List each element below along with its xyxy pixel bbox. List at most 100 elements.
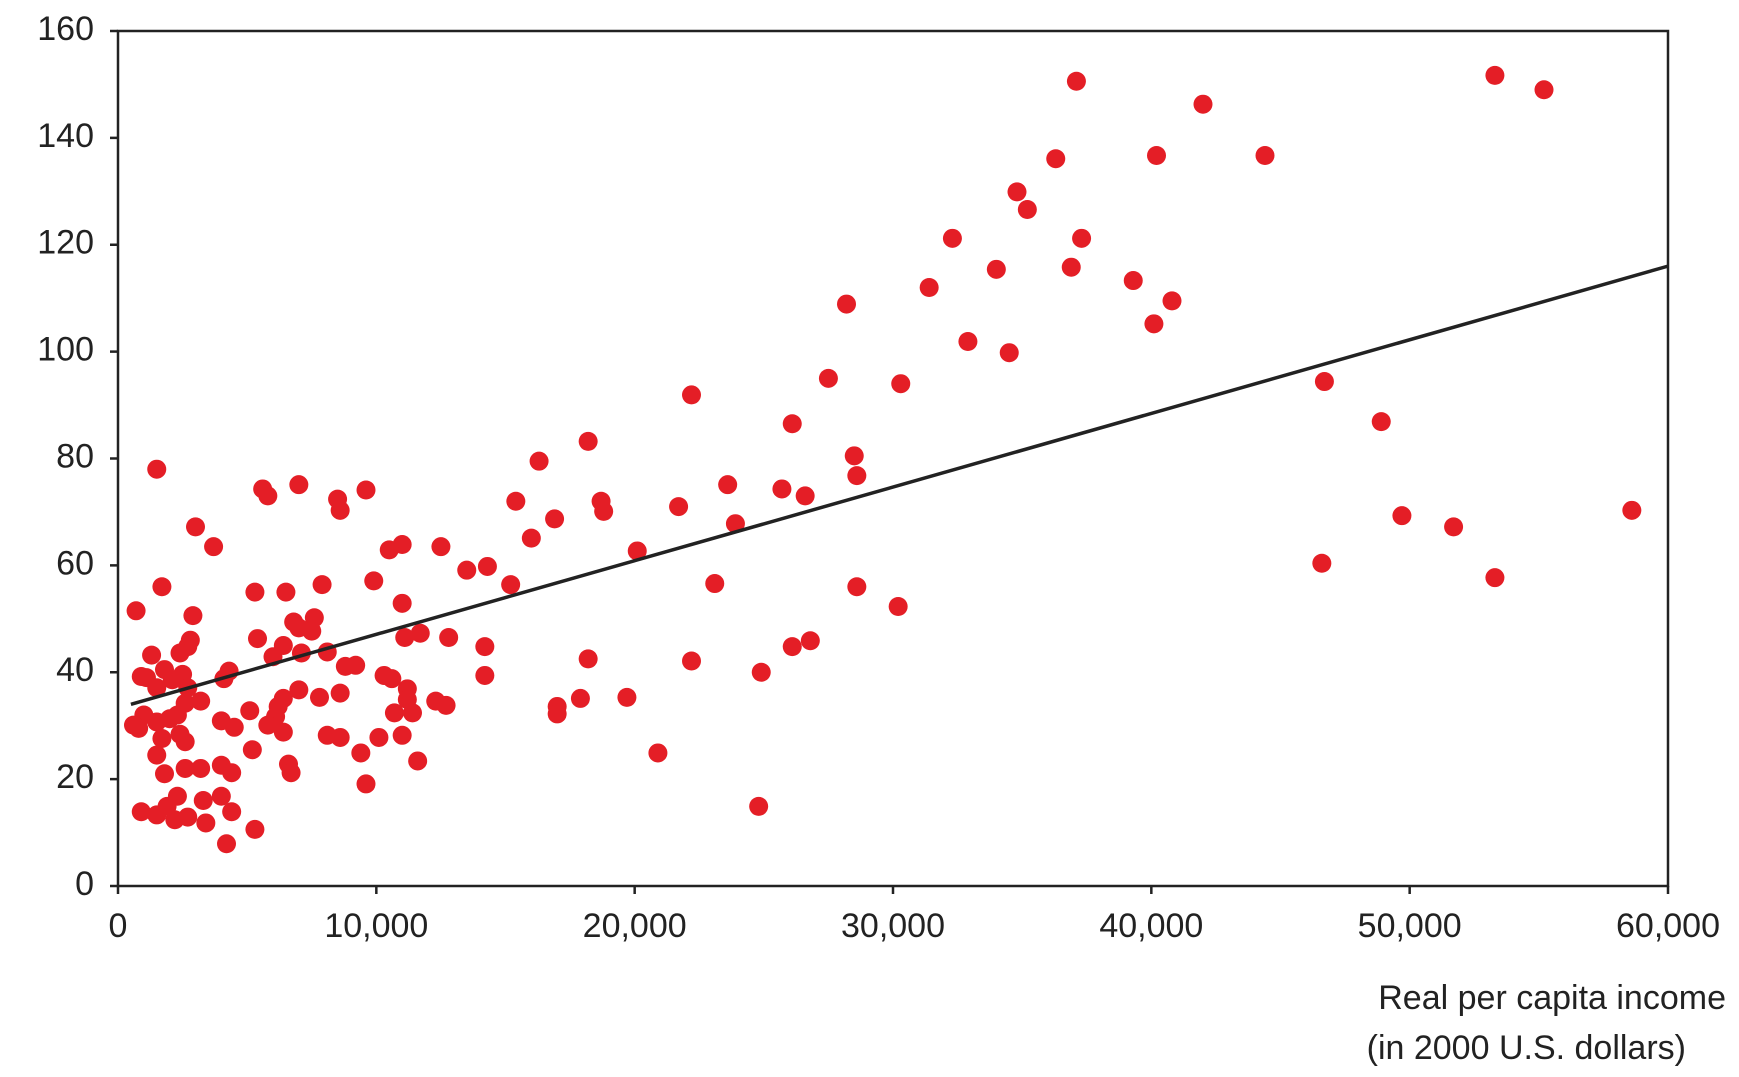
data-point — [501, 575, 521, 595]
data-point — [475, 665, 495, 685]
x-tick-label: 30,000 — [841, 907, 945, 945]
data-point — [725, 514, 745, 534]
data-point — [847, 577, 867, 597]
data-point — [410, 623, 430, 643]
data-point — [124, 715, 143, 735]
data-point — [888, 597, 908, 617]
data-point — [1371, 412, 1391, 432]
data-point — [1534, 80, 1554, 100]
y-tick-label: 60 — [56, 544, 94, 582]
data-point — [506, 491, 526, 511]
data-point — [330, 683, 350, 703]
data-point — [431, 537, 451, 557]
y-tick-label: 100 — [37, 331, 94, 369]
data-point — [1123, 271, 1143, 291]
y-tick-label: 160 — [37, 10, 94, 48]
plot-frame — [116, 29, 1670, 888]
data-point — [1444, 517, 1464, 537]
data-point — [999, 343, 1019, 363]
data-point — [521, 528, 541, 548]
data-point — [131, 802, 151, 822]
data-point — [196, 813, 216, 833]
data-point — [986, 259, 1006, 279]
data-point — [289, 475, 309, 495]
data-point — [147, 678, 167, 698]
data-point — [818, 368, 838, 388]
data-point — [782, 637, 802, 657]
data-point — [1144, 314, 1164, 334]
data-point — [718, 475, 738, 495]
data-point — [276, 582, 296, 602]
data-point — [186, 517, 205, 537]
data-point — [795, 486, 815, 506]
data-point — [379, 540, 399, 560]
data-point — [891, 374, 911, 394]
data-point — [749, 796, 769, 816]
data-point — [844, 446, 864, 466]
data-point — [578, 431, 598, 451]
data-point — [364, 571, 384, 591]
data-point — [191, 691, 211, 711]
data-point — [457, 560, 477, 580]
data-point — [242, 740, 262, 760]
data-point — [648, 743, 668, 763]
data-point — [545, 509, 565, 529]
data-point — [330, 727, 350, 747]
data-point — [1061, 257, 1081, 277]
y-tick-label: 20 — [56, 758, 94, 796]
data-point — [408, 751, 428, 771]
data-point — [356, 774, 376, 794]
data-point — [395, 628, 415, 648]
data-point — [1485, 568, 1505, 588]
data-point — [248, 629, 267, 649]
data-point — [131, 667, 151, 687]
data-point — [170, 643, 190, 663]
x-tick-label: 50,000 — [1358, 907, 1462, 945]
data-point — [183, 606, 203, 626]
data-point — [155, 764, 174, 784]
data-point — [627, 541, 647, 561]
data-point — [245, 819, 265, 839]
data-point — [403, 703, 422, 723]
data-point — [147, 745, 167, 765]
data-point — [167, 786, 187, 806]
y-tick-label: 0 — [75, 865, 94, 903]
data-point — [222, 763, 242, 783]
data-point — [1193, 94, 1213, 114]
data-point — [211, 786, 231, 806]
data-point — [1255, 146, 1275, 166]
x-axis-label: Real per capita income — [1378, 979, 1726, 1017]
data-point — [594, 501, 614, 521]
data-point — [800, 631, 820, 651]
data-point — [330, 500, 350, 520]
data-point — [1072, 228, 1092, 248]
data-point — [204, 537, 224, 557]
data-point — [392, 725, 412, 745]
data-point — [669, 497, 689, 517]
y-tick-label: 140 — [37, 117, 94, 155]
data-point — [240, 701, 260, 721]
data-point — [919, 278, 939, 297]
data-point — [1312, 553, 1332, 573]
data-point — [152, 729, 172, 749]
data-point — [1007, 182, 1027, 202]
data-point — [439, 628, 459, 648]
data-point — [1162, 291, 1182, 311]
data-point — [958, 331, 978, 351]
data-point — [392, 593, 412, 613]
data-point — [617, 687, 637, 707]
data-point — [289, 680, 309, 700]
data-point — [1046, 149, 1066, 169]
data-point — [312, 575, 332, 595]
x-tick-label: 0 — [109, 907, 128, 945]
data-point — [217, 834, 236, 854]
data-point — [289, 618, 309, 638]
data-point — [224, 717, 244, 737]
data-point — [547, 704, 567, 724]
data-point — [1314, 372, 1334, 392]
data-point — [682, 651, 701, 671]
y-tick-label: 40 — [56, 651, 94, 689]
data-point — [281, 763, 301, 783]
data-point — [382, 669, 402, 689]
